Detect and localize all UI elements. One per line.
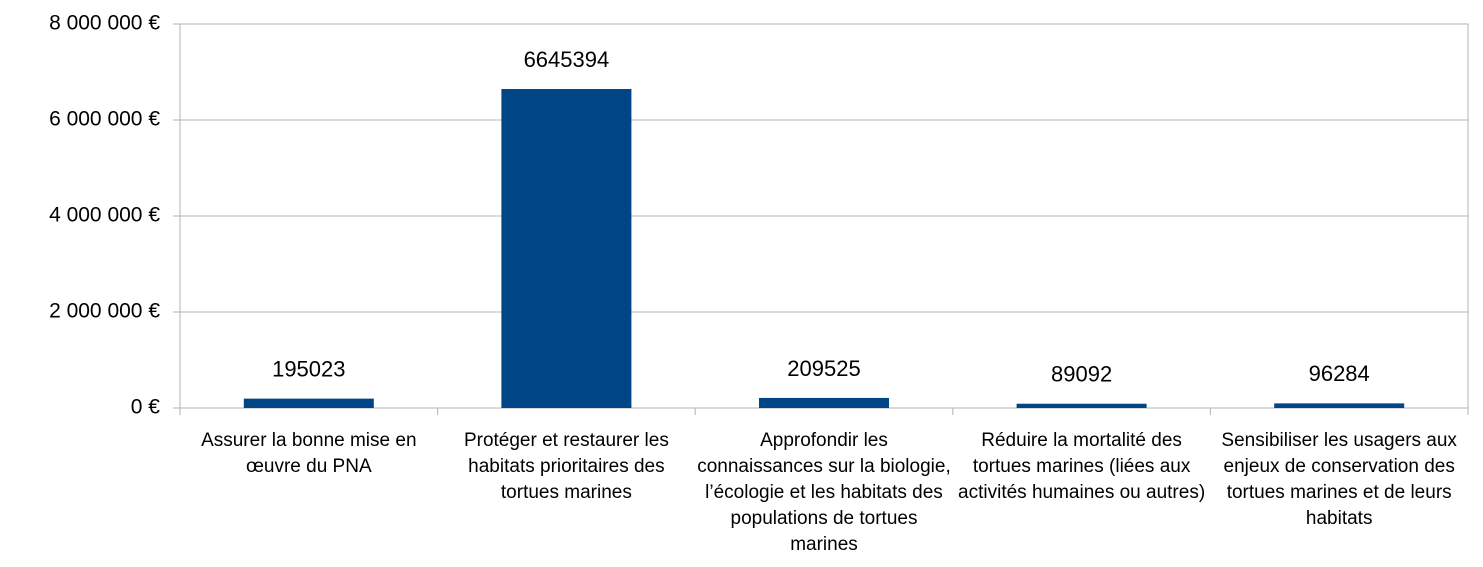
data-label: 89092 xyxy=(1051,362,1112,387)
y-tick-label: 4 000 000 € xyxy=(49,204,160,227)
data-label: 195023 xyxy=(272,356,345,381)
x-tick-label: Approfondir les connaissances sur la bio… xyxy=(697,430,951,555)
x-tick-label: Réduire la mortalité des tortues marines… xyxy=(958,430,1206,503)
data-label: 209525 xyxy=(787,356,860,381)
y-tick-label: 2 000 000 € xyxy=(49,300,160,323)
bar xyxy=(759,397,889,408)
bar xyxy=(1016,403,1147,408)
bar xyxy=(243,398,374,408)
y-tick-label: 6 000 000 € xyxy=(49,108,160,131)
x-tick-label: Assurer la bonne mise en œuvre du PNA xyxy=(201,430,417,477)
bar xyxy=(501,89,632,408)
y-tick-label: 0 € xyxy=(131,396,161,419)
data-label: 96284 xyxy=(1309,361,1370,386)
bar xyxy=(1274,403,1405,408)
x-tick-label: Sensibiliser les usagers aux enjeux de c… xyxy=(1221,430,1457,529)
data-label: 6645394 xyxy=(524,47,610,72)
x-tick-label: Protéger et restaurer les habitats prior… xyxy=(463,430,669,503)
y-tick-label: 8 000 000 € xyxy=(49,12,160,35)
